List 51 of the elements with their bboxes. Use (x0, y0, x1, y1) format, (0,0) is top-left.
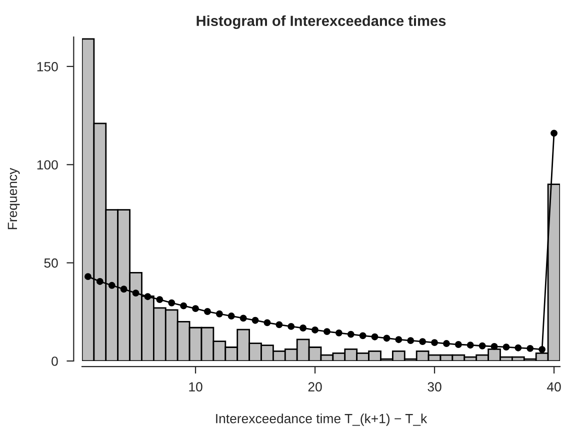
point (324, 328, 330, 336)
point (228, 312, 235, 320)
y-tick-label: 150 (37, 62, 58, 72)
point (538, 346, 546, 353)
point (454, 341, 462, 348)
point (383, 334, 390, 342)
point (359, 332, 366, 340)
x-tick-label: 10 (189, 382, 202, 392)
y-axis-title: Frequency (8, 168, 20, 230)
point (156, 296, 164, 304)
point (276, 321, 283, 328)
point (96, 278, 104, 285)
point (478, 342, 486, 350)
point (466, 342, 474, 349)
point (312, 326, 318, 334)
point (192, 305, 199, 312)
x-axis-title: Interexceedance time T_(k+1) − T_k (216, 414, 428, 426)
x-tick-label: 30 (428, 382, 442, 392)
y-tick-label: 50 (44, 258, 58, 268)
point (443, 340, 450, 347)
y-tick-label: 0 (52, 356, 58, 366)
point (240, 314, 247, 322)
point (347, 330, 354, 338)
point (419, 338, 426, 346)
point (335, 329, 342, 336)
chart-title: Histogram of Interexceedance times (196, 15, 446, 29)
point (264, 319, 271, 326)
point (120, 286, 128, 293)
point (204, 308, 211, 315)
point (288, 322, 295, 330)
point (490, 342, 498, 350)
point (514, 344, 522, 352)
point (526, 344, 534, 352)
point (407, 337, 414, 344)
point (84, 273, 92, 280)
point (371, 333, 378, 340)
point (132, 290, 140, 297)
point (108, 282, 116, 289)
x-tick-label: 20 (308, 382, 322, 392)
point (395, 336, 402, 344)
y-tick-label: 100 (37, 160, 58, 170)
point (216, 310, 223, 318)
point (550, 130, 558, 137)
point (144, 293, 152, 300)
point (502, 344, 510, 351)
point (431, 339, 438, 346)
point (300, 324, 307, 332)
x-tick-label: 40 (546, 382, 561, 392)
point (180, 302, 188, 310)
point (252, 316, 259, 324)
point (168, 299, 176, 306)
